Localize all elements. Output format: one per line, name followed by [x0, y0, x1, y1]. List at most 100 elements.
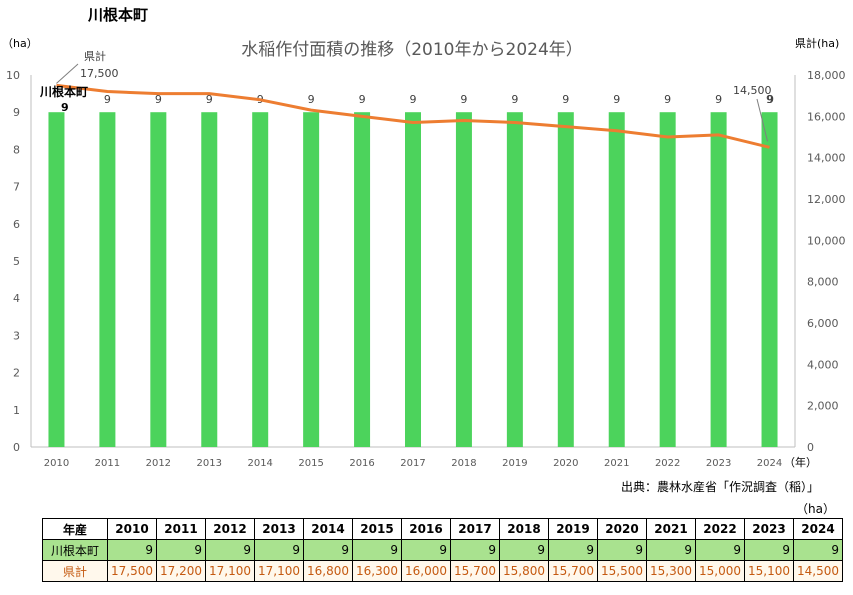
x-tick-label: 2012	[146, 458, 171, 469]
table-year-cell: 2010	[107, 518, 157, 540]
bar	[405, 112, 421, 447]
bar-data-label: 9	[359, 93, 366, 106]
left-tick-label: 7	[13, 181, 20, 194]
right-axis-unit: 県計(ha)	[795, 36, 839, 50]
x-tick-label: 2016	[349, 458, 374, 469]
table-pref-cell: 17,200	[156, 560, 206, 582]
bar	[99, 112, 116, 447]
table-year-cell: 2015	[352, 518, 402, 540]
right-tick-label: 6,000	[807, 317, 839, 330]
x-tick-label: 2014	[247, 458, 272, 469]
table-pref-cell: 16,300	[352, 560, 402, 582]
source-note: 出典：農林水産省「作況調査（稲）」	[620, 480, 819, 494]
table-year-cell: 2011	[156, 518, 206, 540]
right-tick-label: 10,000	[807, 234, 846, 247]
right-tick-label: 0	[807, 441, 814, 454]
bar-data-label: 9	[410, 93, 417, 106]
table-pref-cell: 15,500	[597, 560, 647, 582]
x-tick-label: 2013	[197, 458, 222, 469]
bar	[303, 112, 320, 447]
table-town-cell: 9	[254, 539, 304, 561]
table-year-cell: 2020	[597, 518, 647, 540]
line-start-value: 17,500	[80, 67, 119, 80]
table-year-cell: 2024	[793, 518, 843, 540]
bar-data-label: 9	[613, 93, 620, 106]
right-tick-label: 4,000	[807, 358, 839, 371]
table-pref-cell: 15,700	[548, 560, 598, 582]
left-tick-label: 2	[13, 367, 20, 380]
bar-data-label: 9	[715, 93, 722, 106]
table-year-cell: 2012	[205, 518, 255, 540]
left-tick-label: 4	[13, 292, 20, 305]
x-tick-label: 2019	[502, 458, 527, 469]
table-town-cell: 9	[156, 539, 206, 561]
bar	[201, 112, 218, 447]
bar	[608, 112, 625, 447]
bar	[48, 112, 65, 447]
table-pref-cell: 14,500	[793, 560, 843, 582]
x-tick-label: 2024	[757, 458, 782, 469]
left-tick-label: 1	[13, 404, 20, 417]
table-header-row: 年産 2010 2011 2012 2013 2014 2015 2016 2017 2018 2…	[42, 518, 843, 540]
bar-data-label: 9	[308, 93, 315, 106]
table-pref-cell: 17,100	[254, 560, 304, 582]
table-year-cell: 2017	[450, 518, 500, 540]
table-row-pref: 県計 17,500 17,200 17,100 17,100 16,800 16,300 1…	[42, 560, 843, 582]
bar	[710, 112, 727, 447]
bar-start-value: 9	[61, 101, 69, 114]
table-year-cell: 2016	[401, 518, 451, 540]
table-town-cell: 9	[695, 539, 745, 561]
x-tick-label: 2017	[400, 458, 425, 469]
bar-data-label: 9	[562, 93, 569, 106]
left-tick-label: 0	[13, 441, 20, 454]
table-pref-cell: 15,800	[499, 560, 549, 582]
x-tick-label: 2015	[298, 458, 323, 469]
line-start-name: 県計	[84, 49, 106, 63]
bar	[659, 112, 676, 447]
table-town-cell: 9	[646, 539, 696, 561]
x-tick-label: 2023	[706, 458, 731, 469]
left-tick-label: 10	[6, 69, 20, 82]
table-pref-cell: 16,800	[303, 560, 353, 582]
table-town-cell: 9	[744, 539, 794, 561]
bar	[455, 112, 472, 447]
table-year-cell: 2023	[744, 518, 794, 540]
table-pref-cell: 17,100	[205, 560, 255, 582]
right-tick-label: 18,000	[807, 69, 846, 82]
bar-data-label: 9	[511, 93, 518, 106]
x-axis-unit: （年）	[784, 455, 817, 469]
x-tick-label: 2021	[604, 458, 629, 469]
table-town-cell: 9	[450, 539, 500, 561]
left-tick-label: 8	[13, 143, 20, 156]
x-tick-label: 2018	[451, 458, 476, 469]
leader-end	[756, 98, 769, 142]
bar	[252, 112, 269, 447]
table-year-cell: 2013	[254, 518, 304, 540]
table-town-cell: 9	[548, 539, 598, 561]
bar	[506, 112, 523, 447]
left-tick-label: 3	[13, 329, 20, 342]
table-town-cell: 9	[352, 539, 402, 561]
bar-data-label: 9	[460, 93, 467, 106]
table-town-cell: 9	[107, 539, 157, 561]
bar	[557, 112, 574, 447]
bar-data-label: 9	[104, 93, 111, 106]
table-pref-cell: 15,100	[744, 560, 794, 582]
table-year-cell: 2022	[695, 518, 745, 540]
table-pref-cell: 16,000	[401, 560, 451, 582]
table-header-label: 年産	[42, 518, 108, 540]
table-unit: （ha）	[796, 502, 835, 516]
rice-area-chart: 水稲作付面積の推移（2010年から2024年） （ha） 県計(ha) （年） …	[2, 36, 846, 469]
table-town-cell: 9	[401, 539, 451, 561]
x-tick-label: 2020	[553, 458, 578, 469]
x-tick-label: 2011	[95, 458, 120, 469]
bar-data-label: 9	[155, 93, 162, 106]
x-tick-label: 2010	[44, 458, 69, 469]
table-year-cell: 2018	[499, 518, 549, 540]
table-pref-cell: 15,700	[450, 560, 500, 582]
table-town-cell: 9	[205, 539, 255, 561]
bar-start-name: 川根本町	[39, 84, 88, 99]
page-title: 川根本町	[88, 6, 149, 24]
data-table: 年産 2010 2011 2012 2013 2014 2015 2016 2017 2018 2…	[42, 518, 843, 582]
